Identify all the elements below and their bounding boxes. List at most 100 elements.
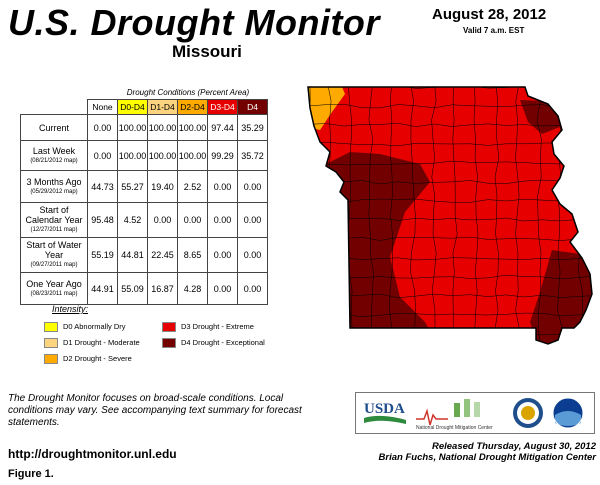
table-cell: 0.00 (237, 202, 268, 238)
column-header: None (87, 99, 118, 115)
table-cell: 8.65 (177, 237, 208, 273)
column-header: D4 (237, 99, 268, 115)
noaa-logo-icon (552, 397, 584, 429)
table-cell: 0.00 (177, 202, 208, 238)
legend-item: D2 Drought - Severe (44, 354, 132, 365)
map-date: August 28, 2012 (432, 6, 547, 23)
drought-conditions-table: None D0-D4 D1-D4 D2-D4 D3-D4 D4 Current 0.00 10… (20, 99, 268, 305)
state-name: Missouri (172, 42, 242, 61)
table-corner (21, 100, 88, 115)
row-label-subtext: (08/21/2012 map) (30, 157, 78, 164)
table-cell: 100.00 (177, 140, 208, 171)
table-caption: Drought Conditions (Percent Area) (126, 88, 250, 97)
legend-label: D0 Abnormally Dry (63, 322, 126, 331)
table-row: Current 0.00 100.00 100.00 100.00 97.44 35.29 (20, 114, 268, 141)
figure-label: Figure 1. (8, 468, 54, 480)
table-cell: 100.00 (117, 140, 148, 171)
row-label: Start of Water Year (09/27/2011 map) (20, 237, 88, 273)
table-cell: 100.00 (147, 140, 178, 171)
usda-logo-text: USDA (364, 401, 405, 417)
state-border (307, 86, 593, 345)
table-cell: 100.00 (117, 114, 148, 141)
ndmc-logo-text: National Drought Mitigation Center (416, 425, 493, 431)
table-cell: 0.00 (237, 170, 268, 203)
map-title: U.S. Drought Monitor (8, 2, 380, 43)
table-cell: 0.00 (147, 202, 178, 238)
row-label-subtext: (05/29/2012 map) (30, 188, 78, 195)
table-cell: 0.00 (207, 202, 238, 238)
table-cell: 0.00 (207, 237, 238, 273)
table-cell: 0.00 (237, 272, 268, 305)
row-label: One Year Ago (08/23/2011 map) (20, 272, 88, 305)
table-cell: 4.52 (117, 202, 148, 238)
legend-item: D1 Drought - Moderate (44, 338, 140, 349)
table-cell: 4.28 (177, 272, 208, 305)
column-header: D1-D4 (147, 99, 178, 115)
table-cell: 35.29 (237, 114, 268, 141)
row-label-subtext: (08/23/2011 map) (30, 290, 78, 297)
table-cell: 0.00 (207, 272, 238, 305)
table-row: 3 Months Ago (05/29/2012 map) 44.73 55.27 19… (20, 170, 268, 203)
legend-swatch (162, 338, 176, 349)
legend-swatch (44, 354, 58, 365)
table-cell: 55.09 (117, 272, 148, 305)
table-cell: 55.27 (117, 170, 148, 203)
legend-label: D1 Drought - Moderate (63, 338, 140, 347)
legend-swatch (44, 338, 58, 349)
column-header: D0-D4 (117, 99, 148, 115)
row-label: 3 Months Ago (05/29/2012 map) (20, 170, 88, 203)
table-cell: 100.00 (147, 114, 178, 141)
legend-label: D2 Drought - Severe (63, 354, 132, 363)
column-header: D2-D4 (177, 99, 208, 115)
table-cell: 44.73 (87, 170, 118, 203)
table-row: Last Week (08/21/2012 map) 0.00 100.00 100.0… (20, 140, 268, 171)
release-date: Released Thursday, August 30, 2012 (431, 441, 596, 452)
table-cell: 97.44 (207, 114, 238, 141)
table-header-row: None D0-D4 D1-D4 D2-D4 D3-D4 D4 (21, 99, 268, 115)
legend-swatch (44, 322, 58, 333)
disclaimer-note: The Drought Monitor focuses on broad-sca… (8, 393, 302, 428)
row-label-text: Last Week (32, 145, 76, 156)
table-cell: 100.00 (177, 114, 208, 141)
doc-seal-icon (513, 398, 543, 428)
table-cell: 0.00 (237, 237, 268, 273)
row-label-text: Start of Water Year (26, 240, 82, 260)
row-label-subtext: (09/27/2011 map) (30, 262, 78, 268)
table-cell: 0.00 (207, 170, 238, 203)
missouri-drought-map (307, 86, 593, 345)
legend-swatch (162, 322, 176, 333)
table-cell: 55.19 (87, 237, 118, 273)
legend-label: D4 Drought - Exceptional (181, 338, 265, 347)
agency-logos: USDA National Drought Mitigation Center (355, 392, 595, 434)
table-cell: 22.45 (147, 237, 178, 273)
table-cell: 0.00 (87, 140, 118, 171)
row-label: Start of Calendar Year (12/27/2011 map) (20, 202, 88, 238)
release-author: Brian Fuchs, National Drought Mitigation… (378, 452, 596, 463)
website-link[interactable]: http://droughtmonitor.unl.edu (8, 447, 177, 461)
table-cell: 95.48 (87, 202, 118, 238)
column-header: D3-D4 (207, 99, 238, 115)
legend-label: D3 Drought - Extreme (181, 322, 254, 331)
legend-title: Intensity: (52, 304, 89, 314)
ndmc-logo: National Drought Mitigation Center (416, 399, 493, 431)
legend-item: D3 Drought - Extreme (162, 322, 254, 333)
table-cell: 0.00 (87, 114, 118, 141)
row-label: Last Week (08/21/2012 map) (20, 140, 88, 171)
d2-area-northwest (308, 87, 345, 130)
table-row: Start of Water Year (09/27/2011 map) 55.19… (20, 237, 268, 273)
table-cell: 35.72 (237, 140, 268, 171)
legend-item: D4 Drought - Exceptional (162, 338, 265, 349)
table-row: One Year Ago (08/23/2011 map) 44.91 55.09 16… (20, 272, 268, 305)
table-row: Start of Calendar Year (12/27/2011 map) 95… (20, 202, 268, 238)
row-label-subtext: (12/27/2011 map) (30, 227, 78, 233)
row-label-text: Start of Calendar Year (25, 205, 83, 225)
row-label-text: Current (38, 122, 69, 133)
table-cell: 16.87 (147, 272, 178, 305)
table-cell: 2.52 (177, 170, 208, 203)
table-cell: 19.40 (147, 170, 178, 203)
legend-item: D0 Abnormally Dry (44, 322, 126, 333)
valid-time: Valid 7 a.m. EST (463, 26, 525, 35)
row-label-text: 3 Months Ago (26, 176, 82, 187)
row-label: Current (20, 114, 88, 141)
row-label-text: One Year Ago (26, 278, 82, 289)
